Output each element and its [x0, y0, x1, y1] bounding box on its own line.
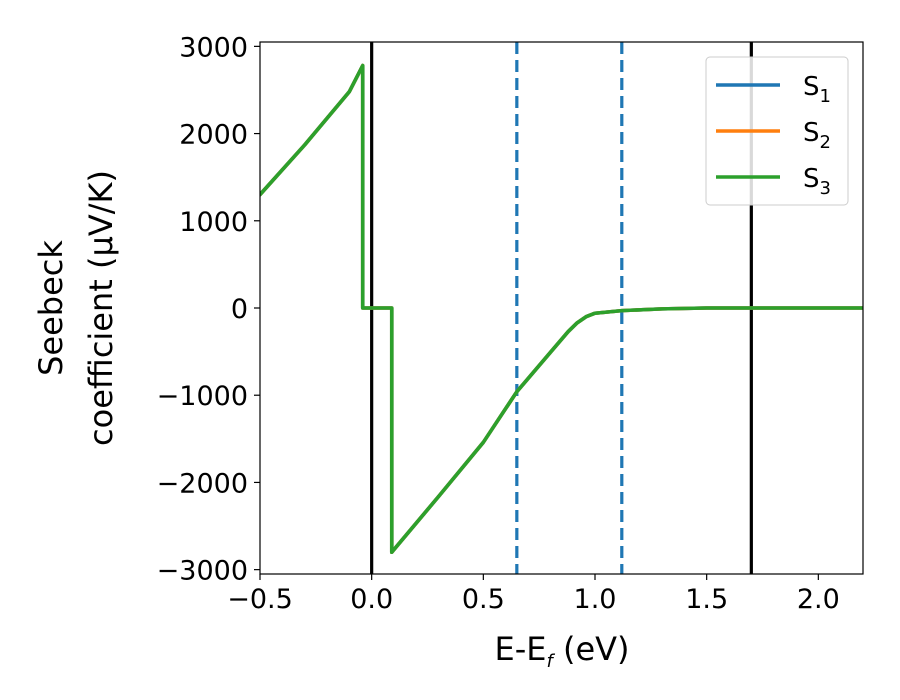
y-axis-ticks: −3000 −2000 −1000 0 1000 2000 3000 — [157, 32, 260, 587]
x-axis-ticks: −0.5 0.0 0.5 1.0 1.5 2.0 — [227, 574, 840, 615]
legend-label-3: S3 — [803, 164, 831, 199]
series-line-3 — [260, 63, 863, 555]
y-tick-label: −3000 — [157, 556, 248, 587]
x-tick-label: 1.5 — [685, 584, 728, 615]
x-tick-label: −0.5 — [227, 584, 293, 615]
x-axis-title: E-Ef (eV) — [494, 630, 629, 672]
legend-label-1: S1 — [803, 72, 831, 107]
y-tick-label: −1000 — [157, 381, 248, 412]
y-tick-label: 0 — [231, 294, 248, 325]
legend-entries: S1 S2 S3 — [716, 72, 831, 199]
legend-label-2: S2 — [803, 118, 831, 153]
x-axis-title-unit: (eV) — [553, 630, 630, 668]
y-axis-title-line2: coefficient (μV/K) — [82, 170, 120, 446]
x-axis-title-sub: f — [546, 651, 555, 672]
x-tick-label: 0.0 — [350, 584, 393, 615]
y-axis-title-line1: Seebeck — [32, 240, 70, 376]
x-tick-label: 1.0 — [574, 584, 617, 615]
y-tick-label: 2000 — [179, 120, 248, 151]
x-tick-label: 0.5 — [462, 584, 505, 615]
series-lines — [260, 63, 863, 555]
y-tick-label: −2000 — [157, 468, 248, 499]
x-axis-title-main: E-E — [494, 630, 546, 668]
y-tick-label: 1000 — [179, 207, 248, 238]
legend: S1 S2 S3 — [705, 56, 849, 206]
y-tick-label: 3000 — [179, 32, 248, 63]
x-tick-label: 2.0 — [797, 584, 840, 615]
